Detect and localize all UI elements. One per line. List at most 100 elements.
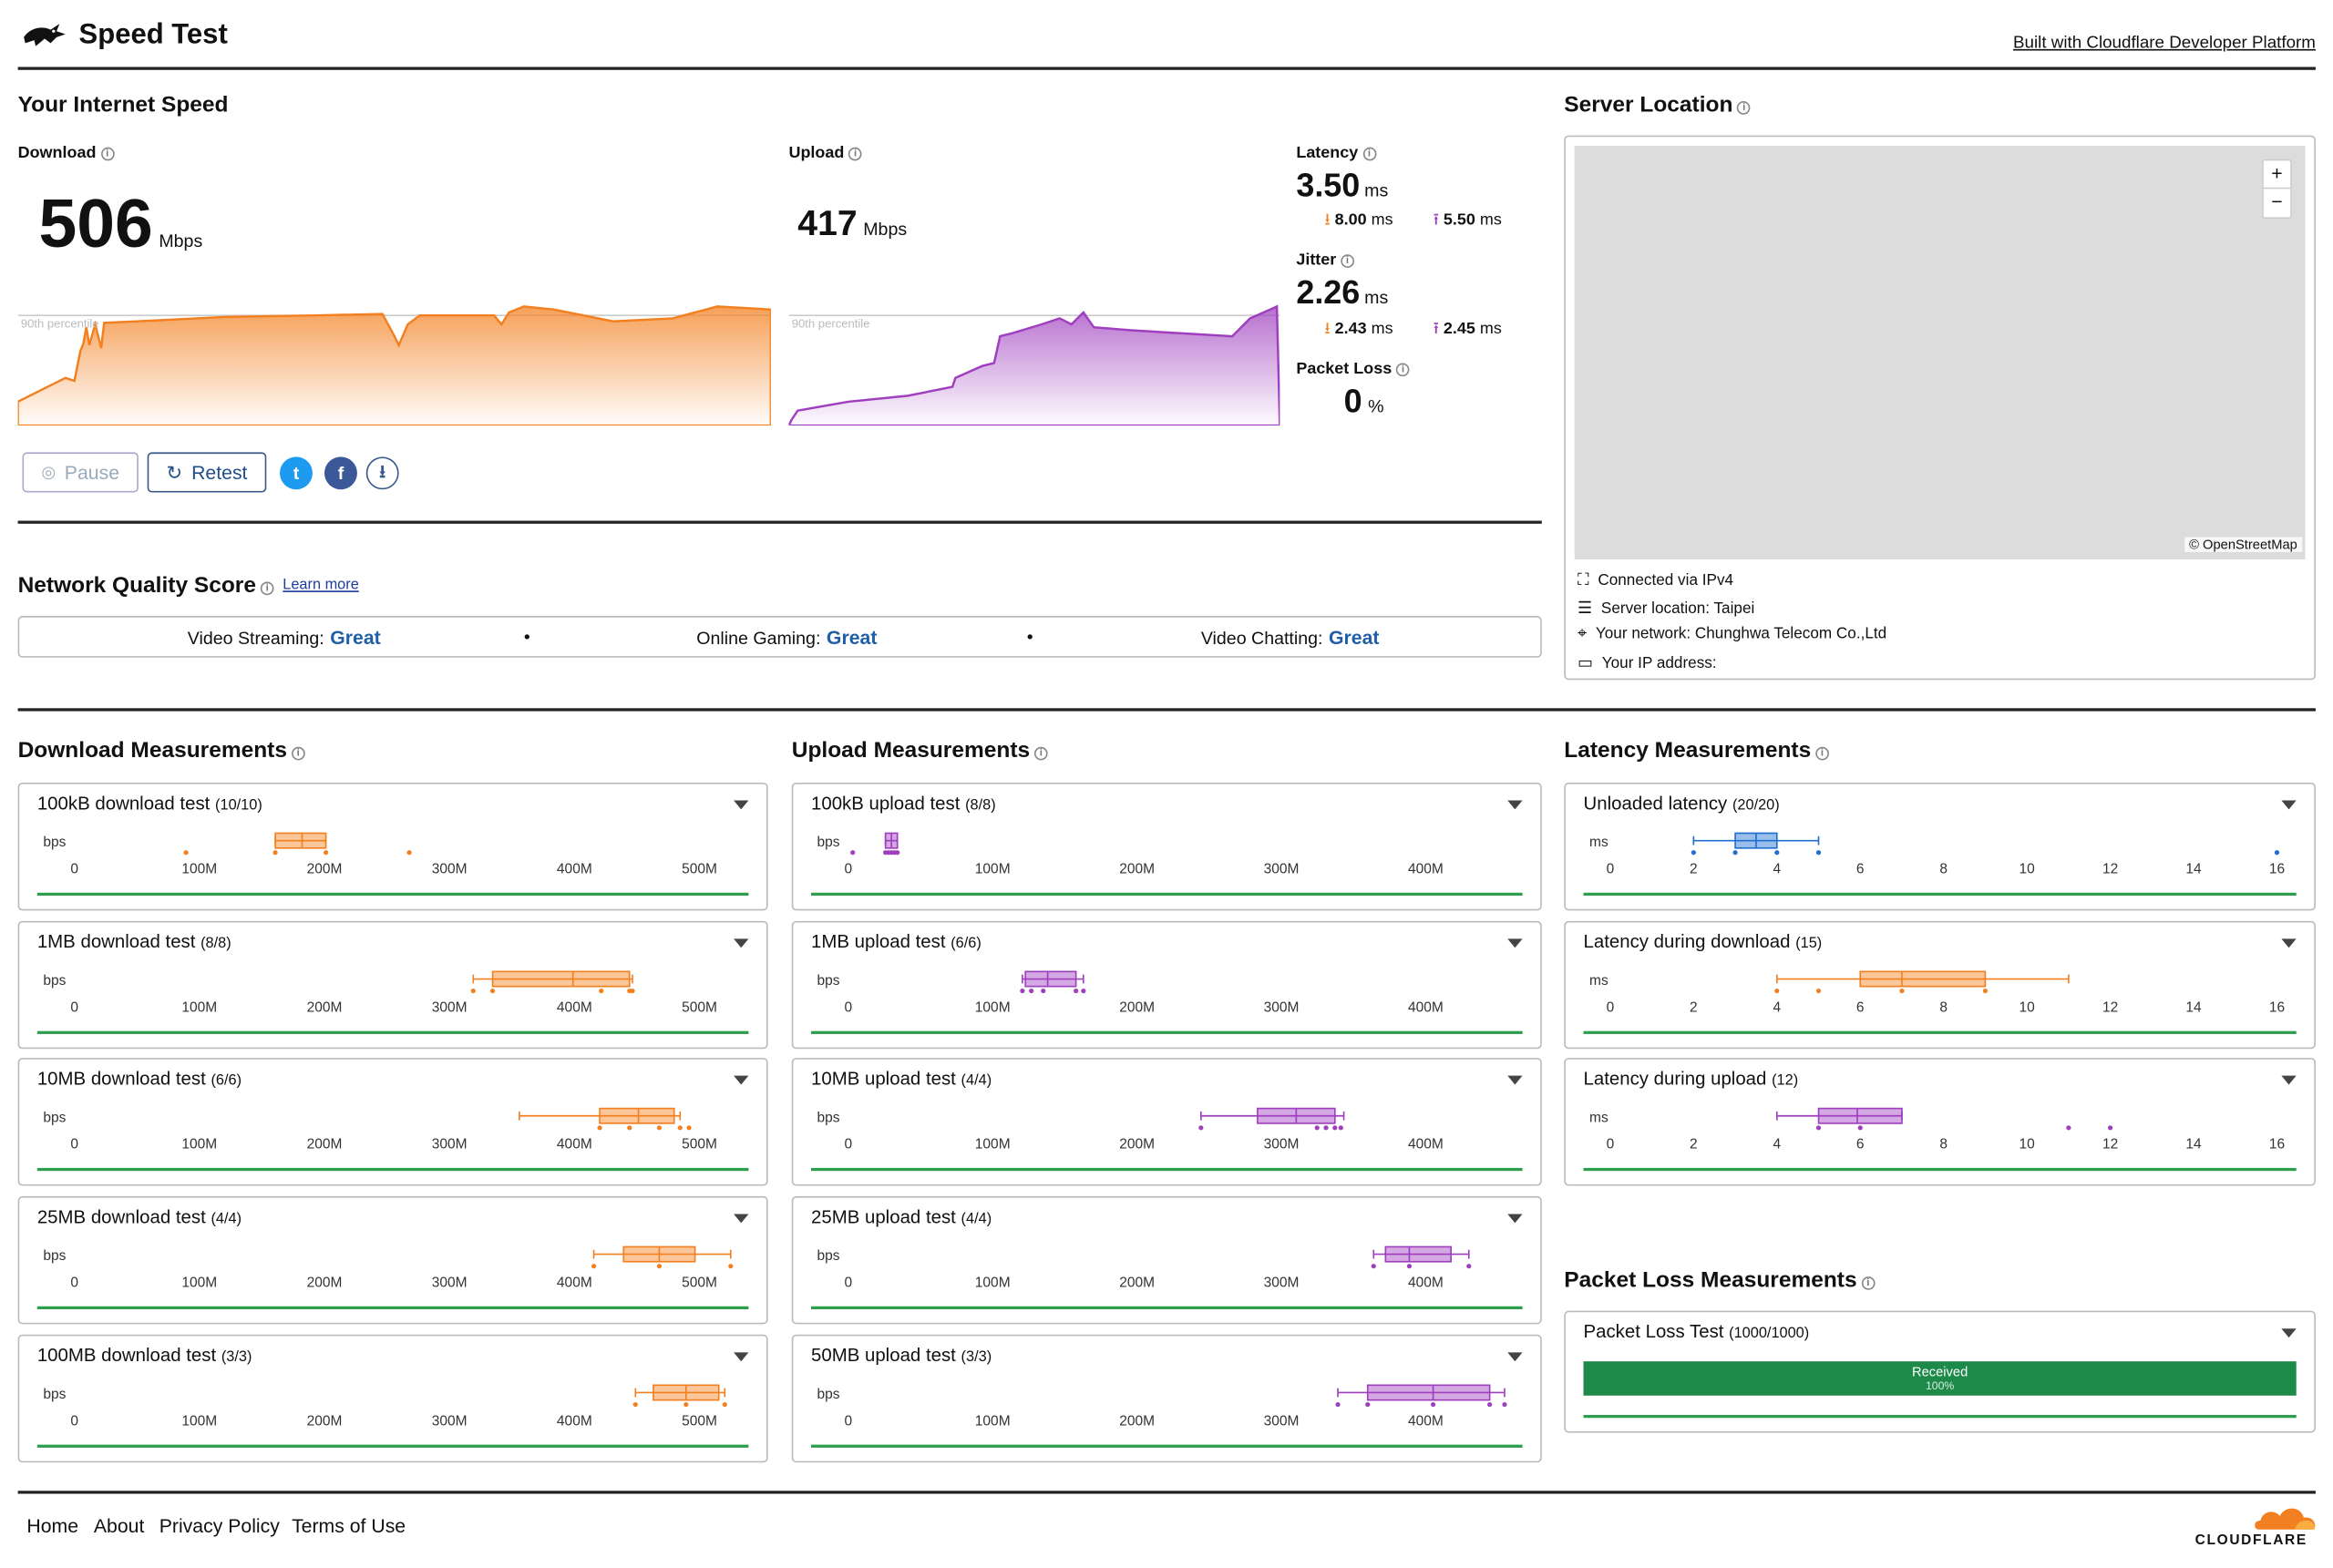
facebook-icon[interactable]: f xyxy=(324,456,357,490)
axis-tick-label: 500M xyxy=(682,861,717,878)
axis-tick-label: 400M xyxy=(556,999,592,1017)
expand-caret-icon[interactable] xyxy=(1507,1075,1523,1085)
axis-tick-label: 10 xyxy=(2019,861,2035,878)
sample-point xyxy=(1774,850,1780,856)
measurement-panel[interactable]: 50MB upload test (3/3) bps 0 100M 200M 300M… xyxy=(791,1334,1542,1463)
download-arrow-icon: ⭳ xyxy=(1324,210,1331,230)
expand-caret-icon[interactable] xyxy=(734,800,749,810)
expand-caret-icon[interactable] xyxy=(2281,1075,2297,1085)
info-icon[interactable]: i xyxy=(848,147,862,161)
measurement-panel[interactable]: 10MB upload test (4/4) bps 0 100M 200M 300M… xyxy=(791,1058,1542,1186)
box-plot xyxy=(591,1245,734,1269)
axis: 0 100M 200M 300M 400M xyxy=(793,1275,1540,1293)
info-icon[interactable]: i xyxy=(1396,363,1410,377)
axis-tick-label: 6 xyxy=(1855,1136,1865,1153)
info-icon[interactable]: i xyxy=(1861,1276,1876,1290)
measurement-title: 100kB download test (10/10) xyxy=(36,793,262,815)
measurement-panel[interactable]: 1MB download test (8/8) bps 0 100M 200M 300… xyxy=(17,920,768,1050)
pause-button[interactable]: ◎ Pause xyxy=(22,452,139,493)
expand-caret-icon[interactable] xyxy=(734,938,749,948)
download-results-icon[interactable]: ⭳ xyxy=(365,456,399,490)
packet-loss-measurements-title: Packet Loss Measurements i xyxy=(1564,1267,1876,1293)
expand-caret-icon[interactable] xyxy=(734,1214,749,1224)
measurement-panel[interactable]: 25MB download test (4/4) bps 0 100M 200M 30… xyxy=(17,1195,768,1325)
measurement-panel[interactable]: 100kB upload test (8/8) bps 0 100M 200M 300… xyxy=(791,782,1542,911)
zoom-in-button[interactable]: + xyxy=(2262,159,2292,190)
sample-point xyxy=(1774,988,1780,994)
expand-caret-icon[interactable] xyxy=(2281,938,2297,948)
measurement-panel[interactable]: 25MB upload test (4/4) bps 0 100M 200M 300M… xyxy=(791,1195,1542,1325)
axis-tick-label: 16 xyxy=(2268,1136,2286,1153)
axis-tick-label: 100M xyxy=(181,999,218,1017)
packet-loss-test-panel[interactable]: Packet Loss Test (1000/1000) Received 10… xyxy=(1564,1310,2316,1433)
server-panel xyxy=(1564,135,2316,681)
expand-caret-icon[interactable] xyxy=(1507,1352,1523,1362)
panel-status-bar xyxy=(36,1444,749,1448)
latency-value: 3.50 ms xyxy=(1296,166,1389,204)
sample-point xyxy=(686,1125,692,1131)
jitter-download: ⭳ 2.43 ms xyxy=(1324,320,1393,338)
info-icon[interactable]: i xyxy=(1341,254,1354,268)
expand-caret-icon[interactable] xyxy=(2281,1328,2297,1338)
built-with-link[interactable]: Built with Cloudflare Developer Platform xyxy=(2013,34,2316,53)
iqr-box xyxy=(599,1107,675,1124)
axis-tick-label: 0 xyxy=(1606,1136,1615,1153)
sample-point xyxy=(599,988,604,994)
axis: 0 100M 200M 300M 400M xyxy=(793,862,1540,880)
retest-button[interactable]: ↻ Retest xyxy=(147,452,267,493)
axis-tick-label: 100M xyxy=(181,861,218,878)
axis: 0 100M 200M 300M 400M 500M xyxy=(19,1413,766,1431)
axis-unit-label: ms xyxy=(1589,972,1608,989)
sample-point xyxy=(632,1401,638,1408)
footer-privacy-link[interactable]: Privacy Policy xyxy=(159,1514,280,1537)
learn-more-link[interactable]: Learn more xyxy=(283,577,359,594)
measurement-panel[interactable]: 10MB download test (6/6) bps 0 100M 200M 30… xyxy=(17,1058,768,1186)
axis-tick-label: 300M xyxy=(431,999,468,1017)
info-icon[interactable]: i xyxy=(1034,746,1048,761)
info-icon[interactable]: i xyxy=(1815,746,1829,761)
panel-status-bar xyxy=(810,1167,1523,1172)
expand-caret-icon[interactable] xyxy=(734,1075,749,1085)
expand-caret-icon[interactable] xyxy=(734,1352,749,1362)
footer-terms-link[interactable]: Terms of Use xyxy=(292,1514,406,1537)
info-icon[interactable]: i xyxy=(291,746,305,761)
measurement-panel[interactable]: 100kB download test (10/10) bps 0 100M 200… xyxy=(17,782,768,911)
info-icon[interactable]: i xyxy=(100,147,115,161)
measurement-panel[interactable]: 100MB download test (3/3) bps 0 100M 200M 3… xyxy=(17,1334,768,1463)
info-icon[interactable]: i xyxy=(1737,101,1752,115)
latency-label: Latency i xyxy=(1296,144,1376,162)
twitter-icon[interactable]: t xyxy=(280,456,313,490)
download-label: Download i xyxy=(18,144,115,162)
footer-home-link[interactable]: Home xyxy=(26,1514,79,1537)
info-icon[interactable]: i xyxy=(260,581,274,596)
received-bar: Received 100% xyxy=(1583,1361,2297,1396)
axis-tick-label: 300M xyxy=(431,1413,468,1430)
server-location-info: ☰ Server location: Taipei xyxy=(1577,600,1755,618)
packet-loss-value: 0% xyxy=(1343,382,1384,420)
axis-tick-label: 8 xyxy=(1939,1136,1948,1153)
expand-caret-icon[interactable] xyxy=(1507,938,1523,948)
map-attribution[interactable]: © OpenStreetMap xyxy=(2184,537,2302,552)
info-icon[interactable]: i xyxy=(1362,147,1376,161)
axis-tick-label: 500M xyxy=(682,1413,717,1430)
measurement-panel[interactable]: Latency during upload (12) ms 0 2 4 6 8 10 12 1… xyxy=(1564,1058,2316,1186)
box-plot xyxy=(1371,1245,1472,1269)
download-speed: 506 Mbps xyxy=(38,184,203,262)
panel-status-bar xyxy=(1583,1167,2297,1172)
section-divider xyxy=(17,708,2316,712)
sample-point xyxy=(1332,1125,1338,1131)
axis-tick-label: 0 xyxy=(844,999,853,1017)
footer-about-link[interactable]: About xyxy=(93,1514,145,1537)
sample-point xyxy=(2107,1125,2113,1131)
measurement-panel[interactable]: 1MB upload test (6/6) bps 0 100M 200M 300M 4… xyxy=(791,920,1542,1050)
panel-status-bar xyxy=(36,892,749,897)
expand-caret-icon[interactable] xyxy=(1507,1214,1523,1224)
zoom-out-button[interactable]: − xyxy=(2262,189,2292,220)
expand-caret-icon[interactable] xyxy=(2281,800,2297,810)
axis-tick-label: 500M xyxy=(682,1136,717,1153)
measurement-panel[interactable]: Latency during download (15) ms 0 2 4 6 8 10 1… xyxy=(1564,920,2316,1050)
measurement-panel[interactable]: Unloaded latency (20/20) ms 0 2 4 6 8 10 12 14 1… xyxy=(1564,782,2316,911)
server-map[interactable] xyxy=(1574,146,2306,560)
jitter-upload: ⭱ 2.45 ms xyxy=(1433,320,1502,338)
expand-caret-icon[interactable] xyxy=(1507,800,1523,810)
